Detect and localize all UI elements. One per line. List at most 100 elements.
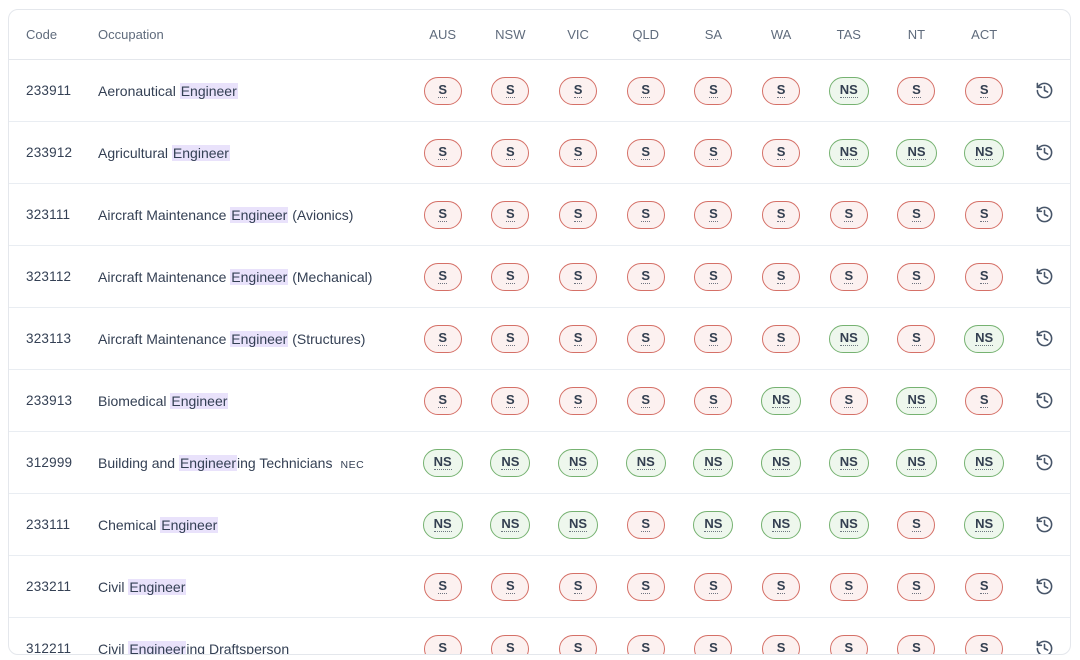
history-button[interactable] (1033, 575, 1056, 598)
status-badge-s[interactable]: S (626, 572, 665, 601)
status-badge-s[interactable]: S (423, 572, 462, 601)
status-badge-s[interactable]: S (491, 386, 530, 415)
status-badge-s[interactable]: S (965, 76, 1004, 105)
status-badge-ns[interactable]: NS (896, 386, 937, 415)
status-badge-s[interactable]: S (694, 634, 733, 654)
status-badge-s[interactable]: S (762, 138, 801, 167)
status-badge-s[interactable]: S (559, 634, 598, 654)
status-badge-s[interactable]: S (965, 572, 1004, 601)
status-badge-s[interactable]: S (762, 634, 801, 654)
history-button[interactable] (1033, 141, 1056, 164)
status-badge-s[interactable]: S (626, 200, 665, 229)
status-badge-s[interactable]: S (694, 200, 733, 229)
status-badge-ns[interactable]: NS (828, 76, 869, 105)
history-button[interactable] (1033, 451, 1056, 474)
status-badge-s[interactable]: S (694, 572, 733, 601)
status-badge-s[interactable]: S (626, 634, 665, 654)
status-badge-s[interactable]: S (829, 386, 868, 415)
status-badge-s[interactable]: S (559, 200, 598, 229)
status-badge-s[interactable]: S (897, 324, 936, 353)
status-badge-s[interactable]: S (762, 262, 801, 291)
status-badge-s[interactable]: S (491, 76, 530, 105)
status-badge-s[interactable]: S (626, 510, 665, 539)
status-badge-ns[interactable]: NS (828, 448, 869, 477)
status-badge-ns[interactable]: NS (558, 510, 599, 539)
status-badge-s[interactable]: S (626, 324, 665, 353)
status-badge-s[interactable]: S (762, 200, 801, 229)
status-badge-ns[interactable]: NS (896, 448, 937, 477)
status-badge-ns[interactable]: NS (490, 448, 531, 477)
status-badge-s[interactable]: S (965, 200, 1004, 229)
status-badge-s[interactable]: S (694, 262, 733, 291)
status-badge-s[interactable]: S (491, 138, 530, 167)
status-badge-s[interactable]: S (423, 200, 462, 229)
status-badge-s[interactable]: S (559, 138, 598, 167)
status-badge-s[interactable]: S (491, 324, 530, 353)
status-badge-s[interactable]: S (965, 386, 1004, 415)
status-badge-s[interactable]: S (694, 324, 733, 353)
status-badge-s[interactable]: S (423, 386, 462, 415)
status-badge-s[interactable]: S (965, 262, 1004, 291)
status-badge-s[interactable]: S (829, 634, 868, 654)
history-button[interactable] (1033, 637, 1056, 654)
status-badge-ns[interactable]: NS (964, 510, 1005, 539)
status-badge-ns[interactable]: NS (964, 448, 1005, 477)
status-badge-ns[interactable]: NS (693, 510, 734, 539)
status-badge-ns[interactable]: NS (490, 510, 531, 539)
status-badge-ns[interactable]: NS (422, 510, 463, 539)
status-badge-s[interactable]: S (559, 262, 598, 291)
status-badge-s[interactable]: S (897, 634, 936, 654)
status-badge-s[interactable]: S (491, 262, 530, 291)
status-badge-s[interactable]: S (829, 572, 868, 601)
status-badge-ns[interactable]: NS (761, 510, 802, 539)
status-badge-s[interactable]: S (626, 262, 665, 291)
status-badge-s[interactable]: S (762, 76, 801, 105)
status-badge-ns[interactable]: NS (761, 386, 802, 415)
status-badge-s[interactable]: S (559, 572, 598, 601)
status-badge-s[interactable]: S (897, 200, 936, 229)
status-badge-ns[interactable]: NS (896, 138, 937, 167)
status-badge-s[interactable]: S (491, 200, 530, 229)
status-badge-s[interactable]: S (559, 386, 598, 415)
status-badge-s[interactable]: S (762, 324, 801, 353)
status-badge-s[interactable]: S (694, 386, 733, 415)
status-badge-s[interactable]: S (626, 386, 665, 415)
status-badge-s[interactable]: S (829, 200, 868, 229)
status-badge-s[interactable]: S (762, 572, 801, 601)
status-badge-s[interactable]: S (626, 138, 665, 167)
status-badge-s[interactable]: S (626, 76, 665, 105)
status-badge-ns[interactable]: NS (828, 510, 869, 539)
status-badge-ns[interactable]: NS (558, 448, 599, 477)
status-badge-s[interactable]: S (559, 76, 598, 105)
status-badge-s[interactable]: S (694, 138, 733, 167)
status-badge-s[interactable]: S (423, 634, 462, 654)
status-badge-ns[interactable]: NS (964, 138, 1005, 167)
status-badge-s[interactable]: S (423, 262, 462, 291)
status-badge-s[interactable]: S (491, 634, 530, 654)
status-badge-s[interactable]: S (694, 76, 733, 105)
history-button[interactable] (1033, 389, 1056, 412)
status-badge-ns[interactable]: NS (422, 448, 463, 477)
status-badge-ns[interactable]: NS (625, 448, 666, 477)
history-button[interactable] (1033, 513, 1056, 536)
status-badge-ns[interactable]: NS (761, 448, 802, 477)
status-badge-s[interactable]: S (559, 324, 598, 353)
status-badge-s[interactable]: S (897, 572, 936, 601)
status-badge-ns[interactable]: NS (828, 138, 869, 167)
status-badge-ns[interactable]: NS (693, 448, 734, 477)
status-badge-s[interactable]: S (829, 262, 868, 291)
status-badge-ns[interactable]: NS (964, 324, 1005, 353)
status-badge-s[interactable]: S (897, 76, 936, 105)
status-badge-s[interactable]: S (897, 510, 936, 539)
history-button[interactable] (1033, 203, 1056, 226)
status-badge-s[interactable]: S (491, 572, 530, 601)
history-button[interactable] (1033, 265, 1056, 288)
status-badge-s[interactable]: S (423, 324, 462, 353)
status-badge-s[interactable]: S (897, 262, 936, 291)
status-badge-s[interactable]: S (423, 138, 462, 167)
history-button[interactable] (1033, 327, 1056, 350)
status-badge-s[interactable]: S (965, 634, 1004, 654)
status-badge-ns[interactable]: NS (828, 324, 869, 353)
history-button[interactable] (1033, 79, 1056, 102)
status-badge-s[interactable]: S (423, 76, 462, 105)
